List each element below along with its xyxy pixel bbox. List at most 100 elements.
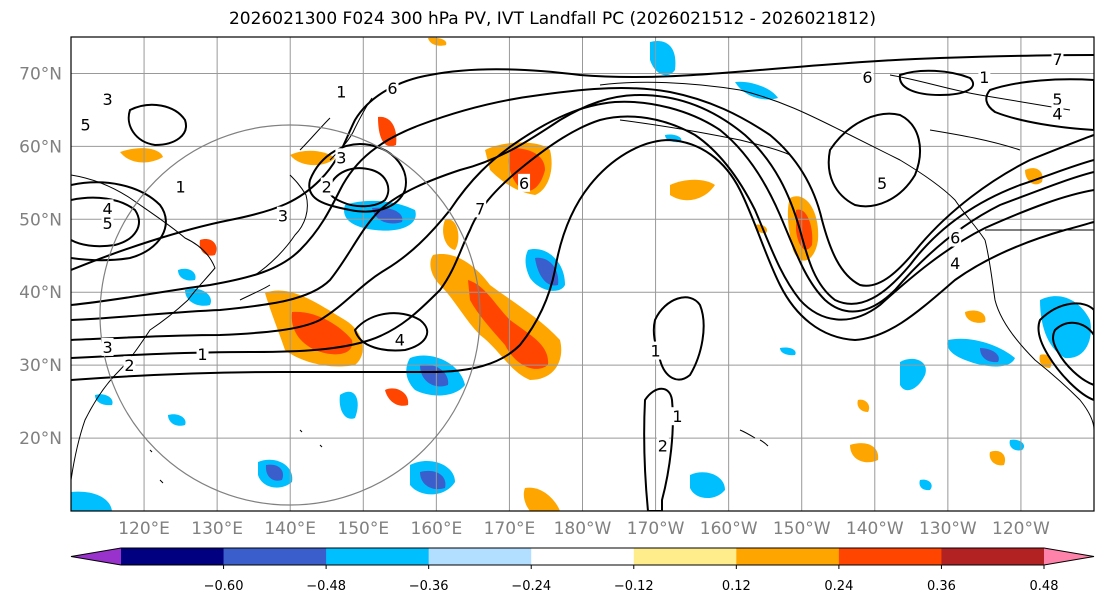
contour-label: 4	[102, 199, 112, 218]
negative-anomaly-core	[420, 470, 446, 490]
arctic-coast	[889, 74, 1071, 151]
colorbar-extend-low	[71, 548, 121, 565]
north-america-coast	[984, 239, 1094, 431]
alaska-coast	[599, 81, 986, 241]
positive-anomaly	[670, 179, 715, 201]
pv-contour-closed	[985, 78, 1094, 132]
contour-label: 3	[278, 207, 288, 226]
contour-label: 1	[672, 407, 682, 426]
negative-anomaly	[650, 40, 676, 76]
contour-label: 7	[1052, 50, 1062, 69]
colorbar-tick-label: −0.60	[204, 579, 244, 594]
contour-label: 4	[950, 254, 960, 273]
positive-anomaly	[290, 150, 335, 166]
longitude-label: 170°E	[484, 519, 536, 539]
positive-anomaly	[428, 37, 447, 46]
negative-anomaly	[919, 479, 932, 491]
latitude-label: 20°N	[19, 429, 62, 449]
latitude-label: 50°N	[19, 210, 62, 230]
contour-label-bg	[876, 173, 889, 192]
negative-anomaly	[735, 81, 778, 100]
longitude-label: 150°E	[337, 519, 389, 539]
contour-label: 3	[102, 90, 112, 109]
japan-coast	[239, 174, 308, 301]
pv-contour	[71, 115, 1094, 359]
contour-label-bg	[518, 173, 531, 192]
longitude-label: 130°W	[919, 519, 977, 539]
contour-label: 6	[862, 68, 872, 87]
colorbar-segment	[736, 548, 840, 565]
negative-anomaly-core	[265, 464, 284, 481]
positive-anomaly	[857, 399, 870, 412]
longitude-label: 180°W	[554, 519, 612, 539]
contour-label-bg	[474, 199, 487, 218]
positive-anomaly	[385, 388, 409, 406]
latitude-label: 40°N	[19, 283, 62, 303]
pv-contour-closed	[1037, 302, 1094, 402]
contour-label-bg	[101, 213, 114, 232]
colorbar-segment	[633, 548, 737, 565]
contour-label-bg	[1051, 104, 1064, 123]
contour-label-bg	[174, 177, 187, 196]
longitude-label: 160°E	[411, 519, 463, 539]
positive-anomaly	[523, 487, 560, 511]
longitude-label: 140°E	[264, 519, 316, 539]
contour-label: 1	[176, 177, 186, 196]
colorbar-extend-high	[1044, 548, 1094, 565]
pv-contour-closed	[353, 312, 429, 352]
colorbar-segment	[838, 548, 942, 565]
negative-anomaly	[95, 394, 113, 406]
contour-label: 2	[322, 177, 332, 196]
longitude-label: 140°W	[846, 519, 904, 539]
colorbar-tick-labels: −0.60 −0.48 −0.36 −0.24 −0.12 0.12 0.24 0.36 0.4…	[204, 565, 1058, 594]
longitude-label: 170°W	[627, 519, 685, 539]
contour-label: 7	[475, 199, 485, 218]
colorbar-tick-label: −0.48	[306, 579, 346, 594]
latitude-label: 60°N	[19, 137, 62, 157]
contour-label-bg	[671, 407, 684, 426]
latitude-label: 70°N	[19, 64, 62, 84]
colorbar-tick-label: 0.24	[824, 579, 853, 594]
positive-anomaly	[965, 310, 986, 323]
contour-label-bg	[949, 254, 962, 273]
contour-label: 3	[102, 338, 112, 357]
colorbar-segment	[223, 548, 327, 565]
pv-contour-closed	[71, 196, 140, 248]
negative-anomaly-core	[980, 348, 999, 363]
positive-anomaly-core	[291, 311, 353, 355]
pv-contour-closed	[127, 103, 187, 147]
colorbar-segment	[326, 548, 430, 565]
contour-label: 2	[658, 436, 668, 455]
negative-anomaly	[185, 288, 211, 306]
negative-anomaly	[339, 391, 358, 419]
negative-anomaly	[168, 414, 186, 426]
contour-label: 1	[650, 342, 660, 361]
longitude-label: 120°W	[992, 519, 1050, 539]
contour-label: 5	[1052, 90, 1062, 109]
negative-anomaly	[71, 491, 112, 511]
contour-label-bg	[335, 82, 348, 101]
positive-anomaly	[443, 219, 459, 250]
contour-label: 6	[387, 79, 397, 98]
negative-anomaly	[780, 347, 796, 356]
latitude-label: 30°N	[19, 356, 62, 376]
contour-label-bg	[1051, 89, 1064, 108]
colorbar-tick-label: −0.12	[614, 579, 654, 594]
positive-anomaly	[989, 450, 1006, 466]
negative-anomaly	[178, 268, 196, 281]
positive-anomaly-core	[508, 148, 545, 191]
colorbar-tick-label: −0.24	[511, 579, 551, 594]
contour-label: 5	[877, 174, 887, 193]
contour-label: 6	[950, 229, 960, 248]
positive-anomaly	[120, 148, 163, 163]
contour-label-bg	[101, 337, 114, 356]
pv-contour-closed	[1052, 321, 1094, 387]
colorbar-tick-label: 0.36	[927, 579, 956, 594]
pv-contour-closed	[643, 387, 674, 511]
colorbar-segment	[121, 548, 225, 565]
pv-contour	[71, 93, 1094, 321]
contour-label: 5	[102, 214, 112, 233]
contour-label: 6	[519, 174, 529, 193]
